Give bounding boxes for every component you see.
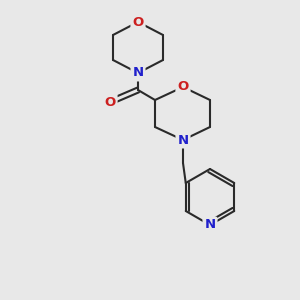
Text: N: N (204, 218, 216, 232)
Text: O: O (177, 80, 189, 94)
Text: N: N (132, 67, 144, 80)
Text: O: O (104, 95, 116, 109)
Text: O: O (132, 16, 144, 28)
Text: N: N (177, 134, 189, 146)
